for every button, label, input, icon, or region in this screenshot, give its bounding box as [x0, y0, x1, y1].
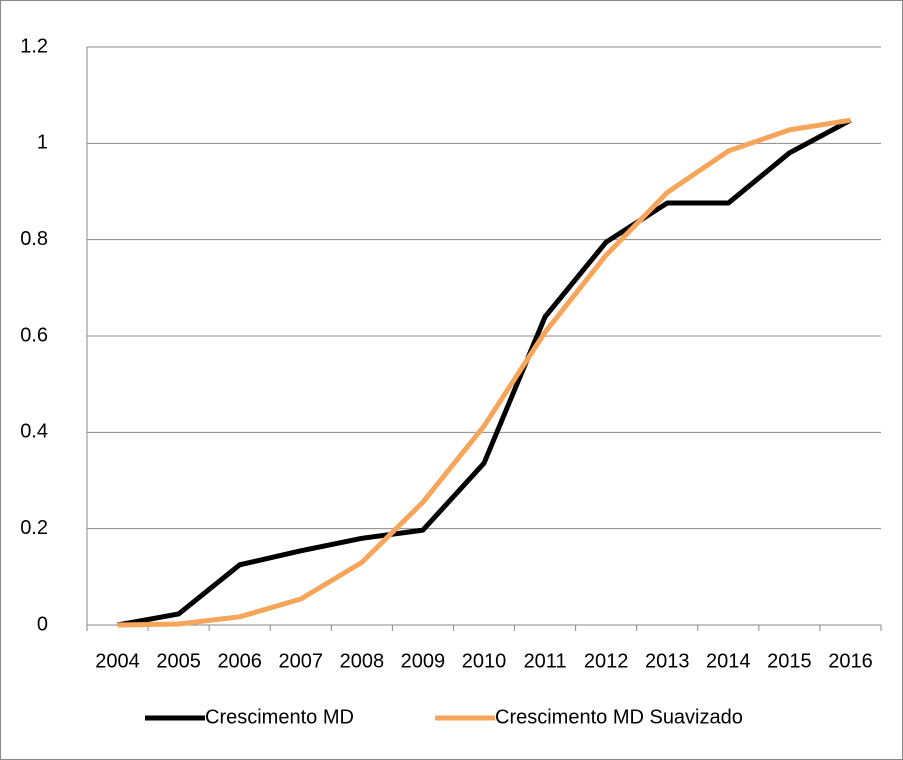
y-tick-label: 0.2: [20, 517, 48, 539]
x-tick-label: 2009: [401, 650, 446, 672]
x-tick-label: 2014: [706, 650, 751, 672]
x-tick-label: 2006: [217, 650, 262, 672]
legend-label: Crescimento MD Suavizado: [495, 706, 743, 728]
x-tick-label: 2007: [279, 650, 324, 672]
y-tick-label: 0.8: [20, 228, 48, 250]
y-tick-label: 0.4: [20, 421, 48, 443]
x-tick-label: 2011: [524, 650, 567, 672]
y-tick-label: 0.6: [20, 324, 48, 346]
x-tick-label: 2010: [462, 650, 507, 672]
x-tick-label: 2008: [340, 650, 385, 672]
series-line: [117, 118, 852, 628]
series-line: [117, 117, 851, 628]
x-tick-label: 2016: [828, 650, 873, 672]
x-tick-label: 2015: [767, 650, 812, 672]
x-tick-label: 2012: [584, 650, 629, 672]
x-tick-label: 2013: [645, 650, 690, 672]
legend-label: Crescimento MD: [205, 706, 354, 728]
y-tick-label: 1.2: [20, 35, 48, 57]
x-tick-label: 2005: [156, 650, 201, 672]
x-tick-label: 2004: [95, 650, 140, 672]
y-tick-label: 0: [37, 613, 48, 635]
y-tick-label: 1: [37, 132, 48, 154]
